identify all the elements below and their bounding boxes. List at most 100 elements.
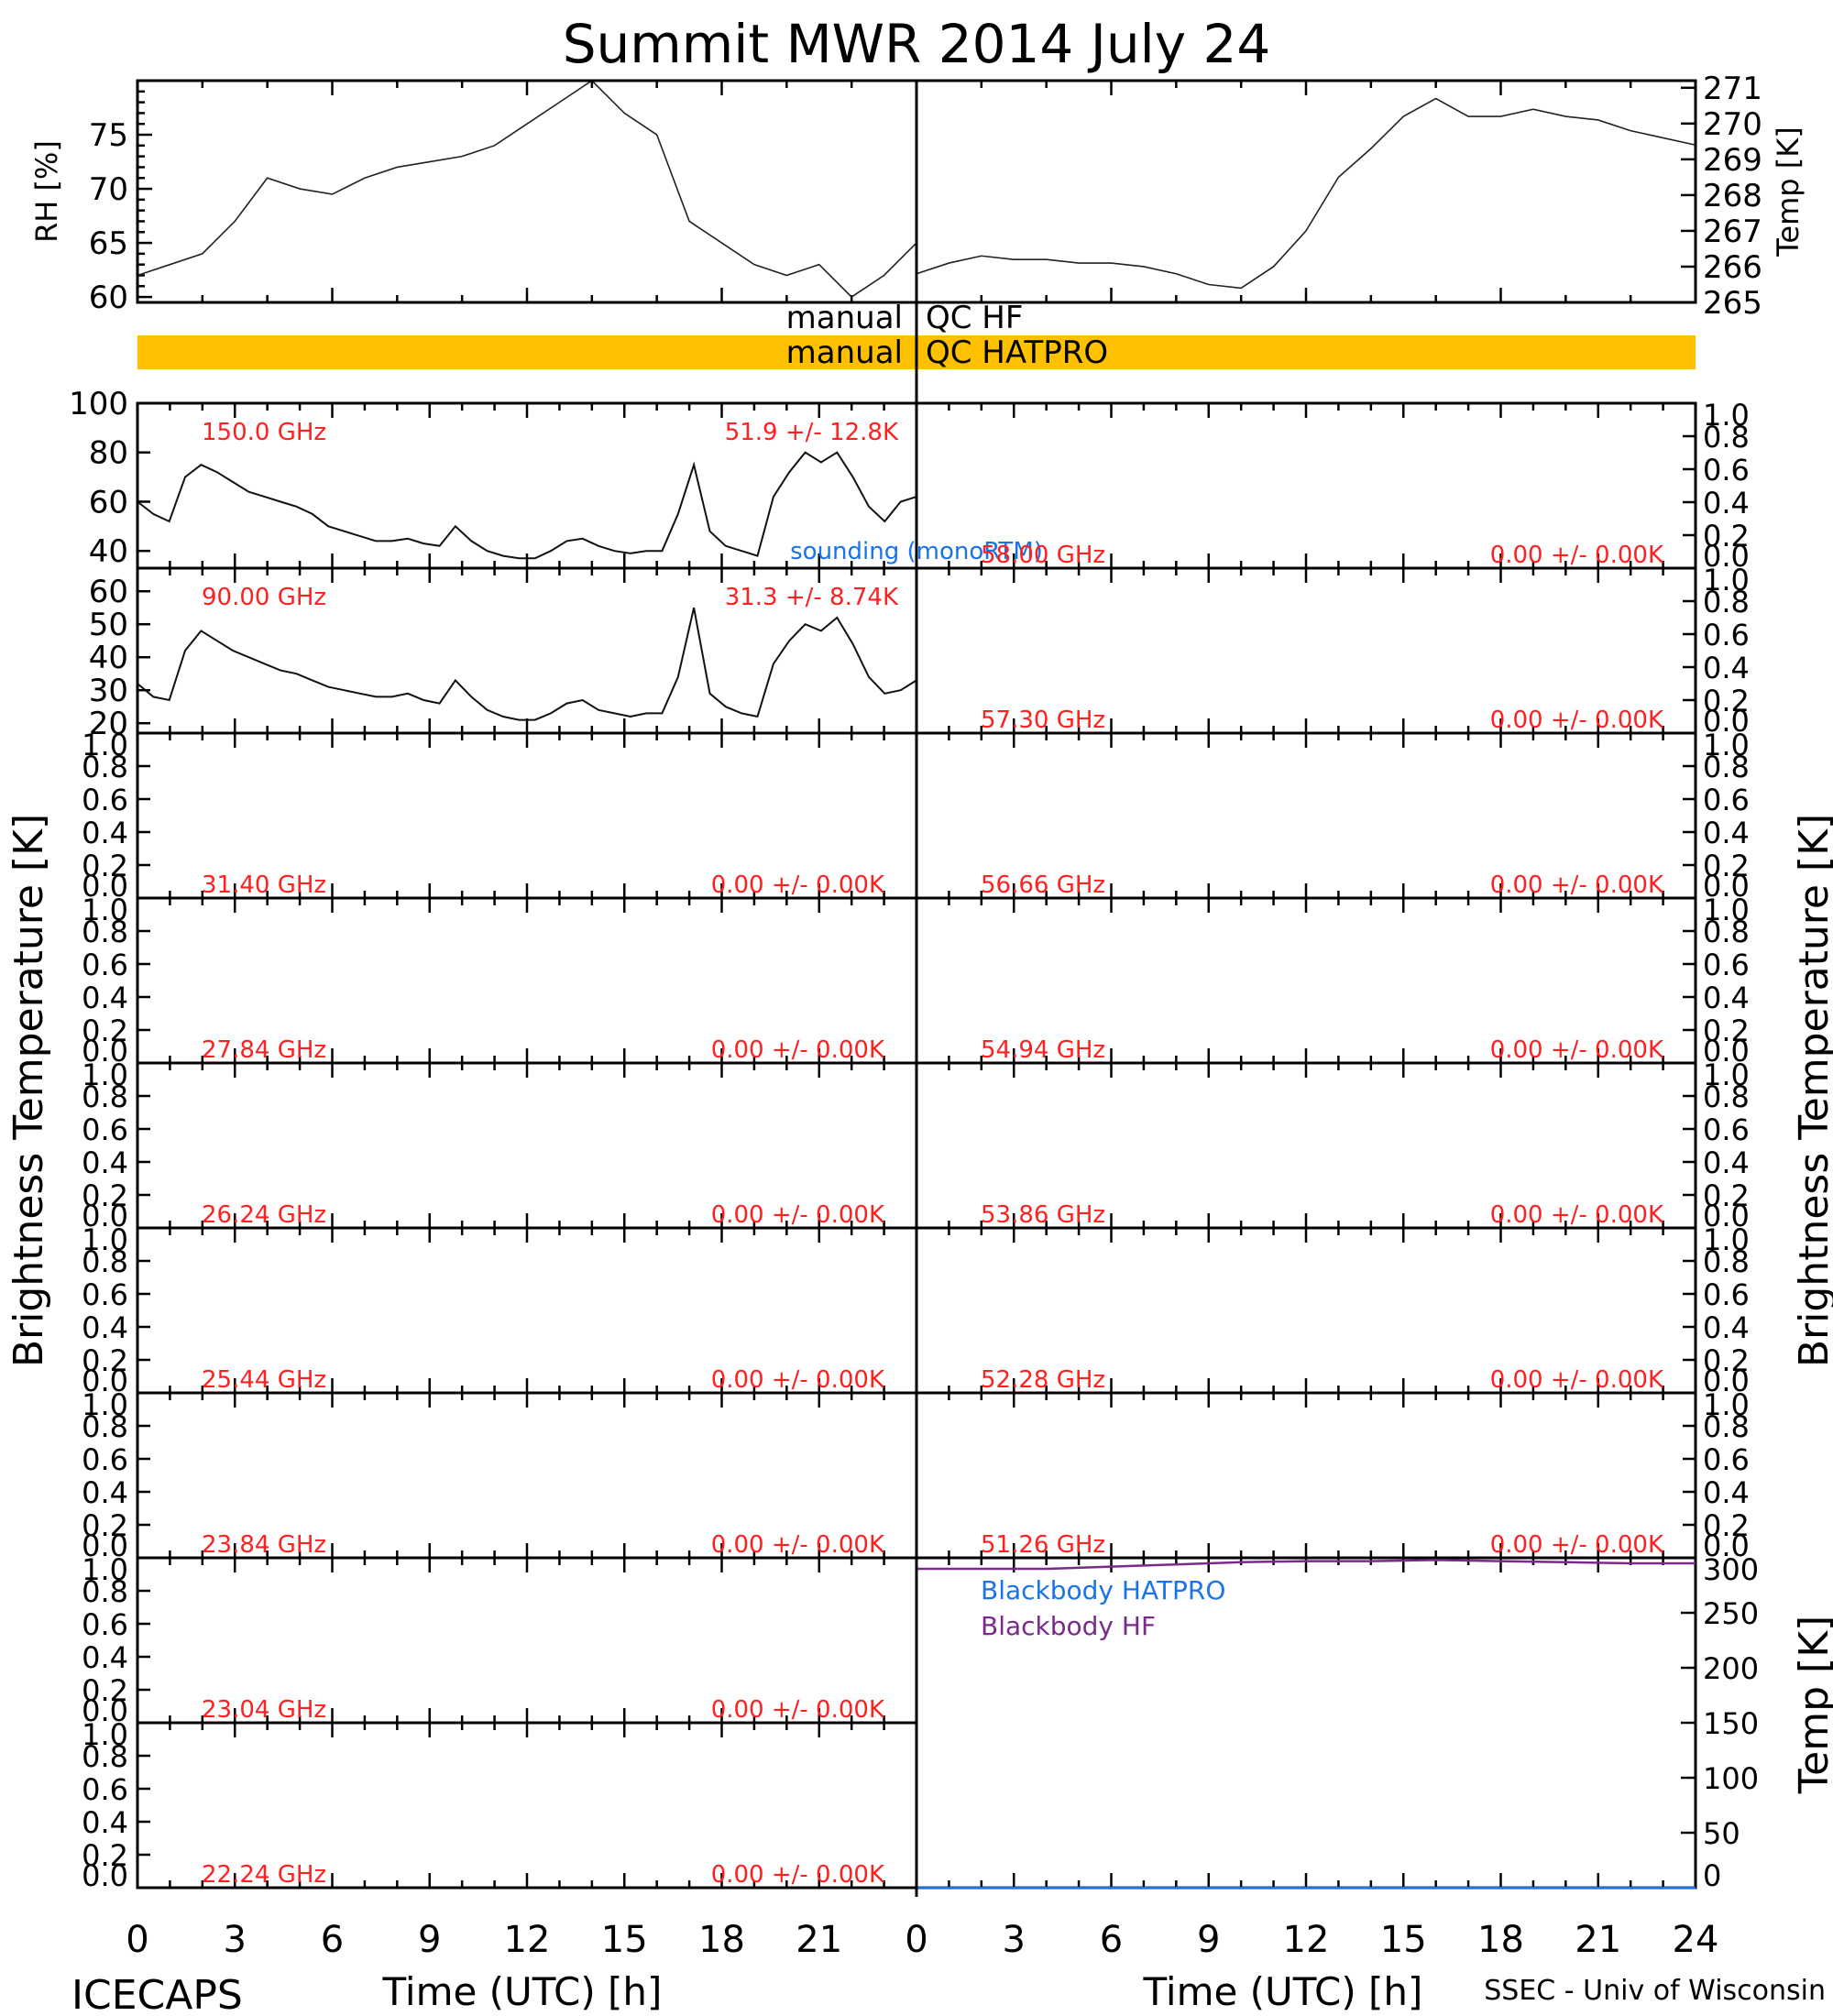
y-tick-label: 1.0: [1703, 728, 1750, 762]
frequency-label: 23.84 GHz: [202, 1531, 326, 1559]
left-panel-5: 0.00.20.40.60.81.0 25.44 GHz 0.00 +/- 0.00…: [82, 1222, 918, 1398]
right-brightness-label: Brightness Temperature [K]: [1791, 814, 1833, 1367]
y-tick-label: 1.0: [82, 893, 128, 927]
qc-hf-right: QC HF: [926, 300, 1023, 336]
y-tick-label: 267: [1703, 214, 1762, 250]
y-tick-label: 1.0: [82, 1057, 128, 1092]
y-tick-label: 0.6: [1703, 453, 1750, 488]
y-tick-label: 20: [89, 706, 128, 742]
stats-label: 0.00 +/- 0.00K: [711, 1366, 885, 1394]
y-tick-label: 0.0: [82, 1199, 128, 1233]
left-brightness-label: Brightness Temperature [K]: [5, 814, 52, 1367]
x-tick-label: 15: [1380, 1919, 1427, 1961]
y-tick-label: 0.2: [1703, 1178, 1750, 1213]
x-tick-label: 18: [698, 1919, 745, 1961]
y-tick-label: 1.0: [1703, 1222, 1750, 1257]
y-tick-label: 0.2: [82, 1178, 128, 1213]
x-tick-label: 0: [126, 1919, 148, 1961]
x-tick-label: 6: [1100, 1919, 1123, 1961]
y-tick-label: 60: [89, 574, 128, 610]
y-tick-label: 270: [1703, 106, 1762, 143]
time-axis-label-left: Time (UTC) [h]: [382, 1969, 663, 2014]
y-tick-label: 0.8: [82, 915, 128, 949]
y-tick-label: 0.8: [82, 750, 128, 784]
stats-label: 0.00 +/- 0.00K: [1490, 1366, 1664, 1394]
x-tick-label: 15: [601, 1919, 648, 1961]
y-tick-label: 0.8: [1703, 750, 1750, 784]
y-tick-label: 0.8: [1703, 1244, 1750, 1279]
y-tick-label: 0.4: [1703, 1310, 1750, 1345]
y-tick-label: 0.6: [1703, 783, 1750, 817]
stats-label: 51.9 +/- 12.8K: [725, 419, 899, 446]
y-tick-label: 0.0: [1703, 1528, 1750, 1563]
y-tick-label: 0.2: [82, 1013, 128, 1048]
y-tick-label: 0.0: [1703, 1034, 1750, 1068]
y-tick-label: 0.8: [1703, 1409, 1750, 1444]
x-tick-label: 3: [224, 1919, 247, 1961]
y-tick-label: 30: [89, 673, 128, 709]
y-tick-label: 0.0: [1703, 1364, 1750, 1398]
left-panel-3: 0.00.20.40.60.81.0 27.84 GHz 0.00 +/- 0.00…: [82, 893, 918, 1068]
y-tick-label: 1.0: [82, 728, 128, 762]
y-tick-label: 0.4: [1703, 1475, 1750, 1510]
y-tick-label: 0.2: [1703, 1013, 1750, 1048]
y-tick-label: 60: [89, 279, 128, 316]
y-tick-label: 0.0: [1703, 869, 1750, 904]
y-tick-label: 0.4: [82, 1475, 128, 1510]
y-tick-label: 1.0: [1703, 1387, 1750, 1422]
right-panel-3: 0.00.20.40.60.81.0 54.94 GHz 0.00 +/- 0.00…: [915, 893, 1750, 1068]
y-tick-label: 1.0: [1703, 563, 1750, 597]
stats-label: 0.00 +/- 0.00K: [711, 1531, 885, 1559]
y-tick-label: 0.2: [82, 1838, 128, 1873]
frequency-label: 54.94 GHz: [981, 1036, 1105, 1064]
y-tick-label: 0.0: [82, 1034, 128, 1068]
y-tick-label: 0.0: [1703, 1199, 1750, 1233]
y-tick-label: 0.4: [1703, 1145, 1750, 1180]
y-tick-label: 200: [1703, 1651, 1759, 1686]
y-tick-label: 150: [1703, 1706, 1759, 1741]
tb-series-line: [137, 607, 917, 721]
y-tick-label: 0.4: [1703, 651, 1750, 685]
y-tick-label: 60: [89, 484, 128, 520]
y-tick-label: 0.0: [1703, 704, 1750, 739]
y-tick-label: 0.4: [82, 1640, 128, 1675]
y-tick-label: 0.4: [1703, 486, 1750, 520]
y-tick-label: 0.8: [1703, 420, 1750, 455]
x-tick-label: 12: [504, 1919, 551, 1961]
y-tick-label: 0.2: [82, 849, 128, 883]
stats-label: 0.00 +/- 0.00K: [1490, 1531, 1664, 1559]
stats-label: 0.00 +/- 0.00K: [711, 1696, 885, 1724]
y-tick-label: 0.8: [1703, 1079, 1750, 1114]
left-panel-2: 0.00.20.40.60.81.0 31.40 GHz 0.00 +/- 0.00…: [82, 728, 918, 904]
y-tick-label: 0.0: [82, 1364, 128, 1398]
stats-label: 31.3 +/- 8.74K: [725, 584, 899, 611]
frequency-label: 22.24 GHz: [202, 1861, 326, 1889]
x-tick-label: 3: [1003, 1919, 1026, 1961]
y-tick-label: 269: [1703, 142, 1762, 179]
y-tick-label: 0.8: [82, 1079, 128, 1114]
y-tick-label: 0.2: [1703, 849, 1750, 883]
y-tick-label: 0.8: [82, 1409, 128, 1444]
time-axis-label-right: Time (UTC) [h]: [1143, 1969, 1423, 2014]
x-tick-label: 6: [321, 1919, 344, 1961]
qc-hf-label: manual: [786, 300, 903, 336]
y-tick-label: 0.4: [82, 981, 128, 1015]
y-tick-label: 0.2: [1703, 684, 1750, 718]
footer-left: ICECAPS: [71, 1972, 243, 2016]
y-tick-label: 0.0: [82, 869, 128, 904]
x-tick-label: 18: [1477, 1919, 1524, 1961]
y-tick-label: 0.6: [82, 783, 128, 817]
y-tick-label: 0.4: [1703, 816, 1750, 850]
stats-label: 0.00 +/- 0.00K: [1490, 707, 1664, 734]
y-tick-label: 1.0: [1703, 893, 1750, 927]
y-tick-label: 0.6: [82, 1607, 128, 1642]
x-tick-label: 9: [1197, 1919, 1220, 1961]
qc-hatpro-label: manual: [786, 334, 903, 371]
y-tick-label: 0.4: [82, 1145, 128, 1180]
time-axis-left: 0 3 6 9 12 15 18 21: [126, 1919, 842, 1961]
